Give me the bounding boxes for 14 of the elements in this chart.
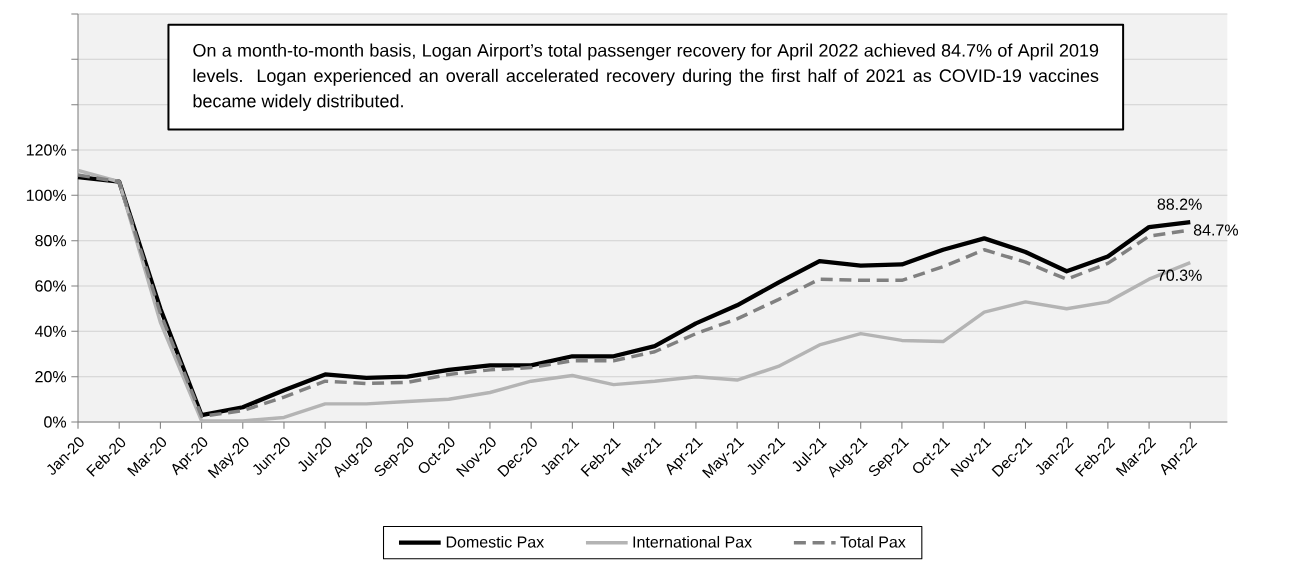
legend-label: Total Pax bbox=[840, 535, 906, 548]
data-label: 70.3% bbox=[1157, 269, 1202, 281]
data-label: 84.7% bbox=[1193, 224, 1238, 236]
y-tick-label: 0% bbox=[44, 416, 67, 428]
y-tick-label: 120% bbox=[26, 144, 67, 156]
y-tick-label: 100% bbox=[26, 189, 67, 201]
legend-label: International Pax bbox=[633, 535, 752, 548]
legend-label: Domestic Pax bbox=[446, 535, 545, 548]
data-label: 88.2% bbox=[1157, 198, 1202, 210]
y-tick-label: 20% bbox=[35, 371, 67, 383]
y-tick-label: 80% bbox=[35, 235, 67, 247]
y-tick-label: 40% bbox=[34, 325, 67, 337]
y-tick-label: 60% bbox=[35, 280, 67, 292]
annotation: On a month-to-month basis, Logan Airport’s total passenger recovery for April 2022 achieved 84.7% of April 2019 levels. Logan experienced an overall accelerated recovery during the first half of 2021 as COVID-19 vaccines became widely distributed. bbox=[193, 43, 1099, 111]
